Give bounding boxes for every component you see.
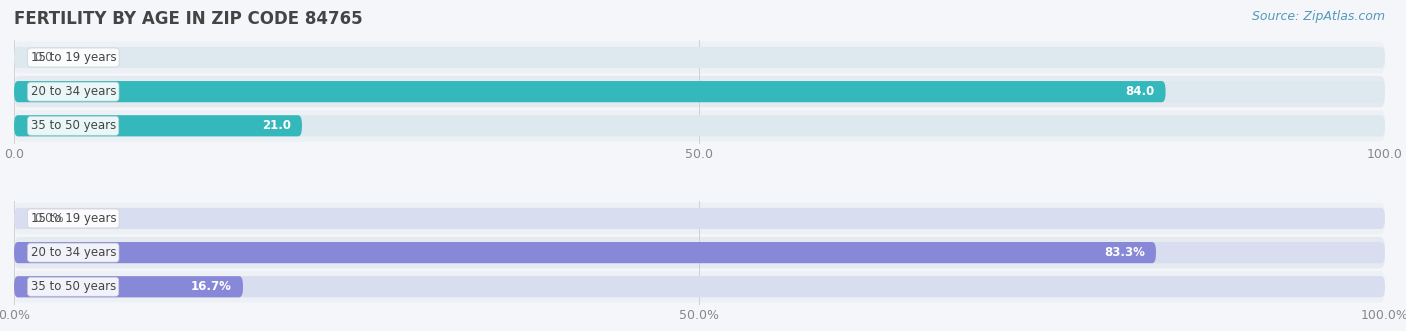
Text: 15 to 19 years: 15 to 19 years	[31, 212, 117, 225]
FancyBboxPatch shape	[14, 81, 1166, 102]
FancyBboxPatch shape	[14, 115, 302, 136]
FancyBboxPatch shape	[14, 276, 1385, 297]
FancyBboxPatch shape	[14, 203, 1385, 234]
Text: 0.0%: 0.0%	[35, 212, 65, 225]
Text: 20 to 34 years: 20 to 34 years	[31, 85, 117, 98]
Text: FERTILITY BY AGE IN ZIP CODE 84765: FERTILITY BY AGE IN ZIP CODE 84765	[14, 10, 363, 28]
Text: 84.0: 84.0	[1125, 85, 1154, 98]
FancyBboxPatch shape	[14, 276, 243, 297]
Text: 83.3%: 83.3%	[1104, 246, 1144, 259]
FancyBboxPatch shape	[14, 47, 1385, 68]
Text: 16.7%: 16.7%	[191, 280, 232, 293]
FancyBboxPatch shape	[14, 242, 1385, 263]
FancyBboxPatch shape	[14, 242, 1156, 263]
Text: 35 to 50 years: 35 to 50 years	[31, 119, 115, 132]
Text: 35 to 50 years: 35 to 50 years	[31, 280, 115, 293]
FancyBboxPatch shape	[14, 110, 1385, 142]
FancyBboxPatch shape	[14, 76, 1385, 107]
FancyBboxPatch shape	[14, 42, 1385, 73]
FancyBboxPatch shape	[14, 81, 1385, 102]
Text: 0.0: 0.0	[35, 51, 53, 64]
FancyBboxPatch shape	[14, 271, 1385, 303]
Text: 20 to 34 years: 20 to 34 years	[31, 246, 117, 259]
Text: 21.0: 21.0	[262, 119, 291, 132]
FancyBboxPatch shape	[14, 115, 1385, 136]
Text: 15 to 19 years: 15 to 19 years	[31, 51, 117, 64]
Text: Source: ZipAtlas.com: Source: ZipAtlas.com	[1251, 10, 1385, 23]
FancyBboxPatch shape	[14, 237, 1385, 268]
FancyBboxPatch shape	[14, 208, 1385, 229]
